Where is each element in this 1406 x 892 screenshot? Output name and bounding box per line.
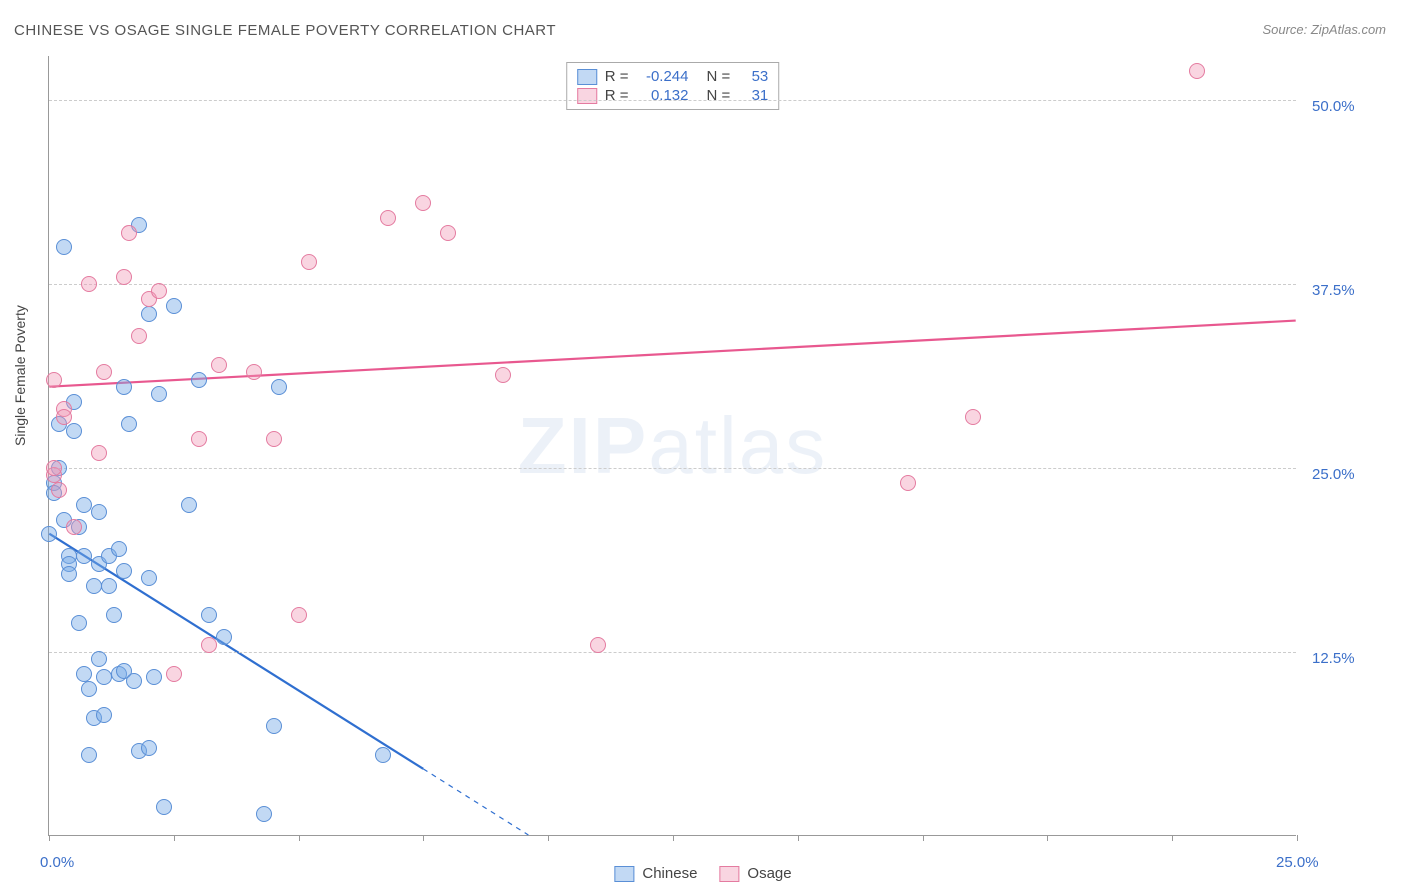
data-point xyxy=(51,482,67,498)
data-point xyxy=(151,386,167,402)
data-point xyxy=(191,372,207,388)
data-point xyxy=(106,607,122,623)
data-point xyxy=(380,210,396,226)
data-point xyxy=(151,283,167,299)
data-point xyxy=(121,416,137,432)
data-point xyxy=(415,195,431,211)
data-point xyxy=(71,615,87,631)
data-point xyxy=(46,460,62,476)
legend-row: R =0.132N =31 xyxy=(577,86,769,105)
data-point xyxy=(96,364,112,380)
data-point xyxy=(216,629,232,645)
y-tick-label: 12.5% xyxy=(1312,650,1355,667)
data-point xyxy=(201,607,217,623)
correlation-legend: R =-0.244N =53R =0.132N =31 xyxy=(566,62,780,110)
data-point xyxy=(266,431,282,447)
data-point xyxy=(76,666,92,682)
data-point xyxy=(291,607,307,623)
data-point xyxy=(96,669,112,685)
data-point xyxy=(141,570,157,586)
data-point xyxy=(86,578,102,594)
data-point xyxy=(1189,63,1205,79)
data-point xyxy=(271,379,287,395)
data-point xyxy=(141,306,157,322)
legend-row: R =-0.244N =53 xyxy=(577,67,769,86)
data-point xyxy=(246,364,262,380)
data-point xyxy=(201,637,217,653)
data-point xyxy=(116,379,132,395)
watermark: ZIPatlas xyxy=(518,400,827,492)
data-point xyxy=(41,526,57,542)
data-point xyxy=(56,409,72,425)
data-point xyxy=(131,328,147,344)
data-point xyxy=(121,225,137,241)
source-label: Source: ZipAtlas.com xyxy=(1262,22,1386,37)
data-point xyxy=(61,566,77,582)
data-point xyxy=(91,651,107,667)
data-point xyxy=(191,431,207,447)
data-point xyxy=(256,806,272,822)
data-point xyxy=(46,372,62,388)
data-point xyxy=(76,497,92,513)
data-point xyxy=(111,541,127,557)
data-point xyxy=(56,239,72,255)
chart-title: CHINESE VS OSAGE SINGLE FEMALE POVERTY C… xyxy=(14,22,556,39)
data-point xyxy=(301,254,317,270)
data-point xyxy=(81,276,97,292)
data-point xyxy=(166,298,182,314)
data-point xyxy=(116,563,132,579)
y-tick-label: 50.0% xyxy=(1312,98,1355,115)
data-point xyxy=(66,423,82,439)
series-legend: Chinese Osage xyxy=(614,865,791,882)
data-point xyxy=(91,504,107,520)
data-point xyxy=(965,409,981,425)
x-tick-label-right: 25.0% xyxy=(1276,854,1319,871)
data-point xyxy=(900,475,916,491)
y-tick-label: 37.5% xyxy=(1312,282,1355,299)
data-point xyxy=(76,548,92,564)
data-point xyxy=(126,673,142,689)
data-point xyxy=(101,578,117,594)
data-point xyxy=(440,225,456,241)
data-point xyxy=(375,747,391,763)
data-point xyxy=(181,497,197,513)
plot-area: ZIPatlas R =-0.244N =53R =0.132N =31 xyxy=(48,56,1296,836)
data-point xyxy=(166,666,182,682)
data-point xyxy=(81,681,97,697)
data-point xyxy=(156,799,172,815)
data-point xyxy=(495,367,511,383)
trend-lines xyxy=(49,56,1296,835)
data-point xyxy=(116,269,132,285)
data-point xyxy=(91,445,107,461)
data-point xyxy=(590,637,606,653)
y-tick-label: 25.0% xyxy=(1312,466,1355,483)
data-point xyxy=(146,669,162,685)
data-point xyxy=(66,519,82,535)
data-point xyxy=(141,740,157,756)
data-point xyxy=(81,747,97,763)
legend-item: Chinese xyxy=(614,865,697,882)
data-point xyxy=(266,718,282,734)
legend-item: Osage xyxy=(719,865,791,882)
data-point xyxy=(96,707,112,723)
x-tick-label-left: 0.0% xyxy=(40,854,74,871)
data-point xyxy=(211,357,227,373)
y-axis-label: Single Female Poverty xyxy=(12,305,28,446)
